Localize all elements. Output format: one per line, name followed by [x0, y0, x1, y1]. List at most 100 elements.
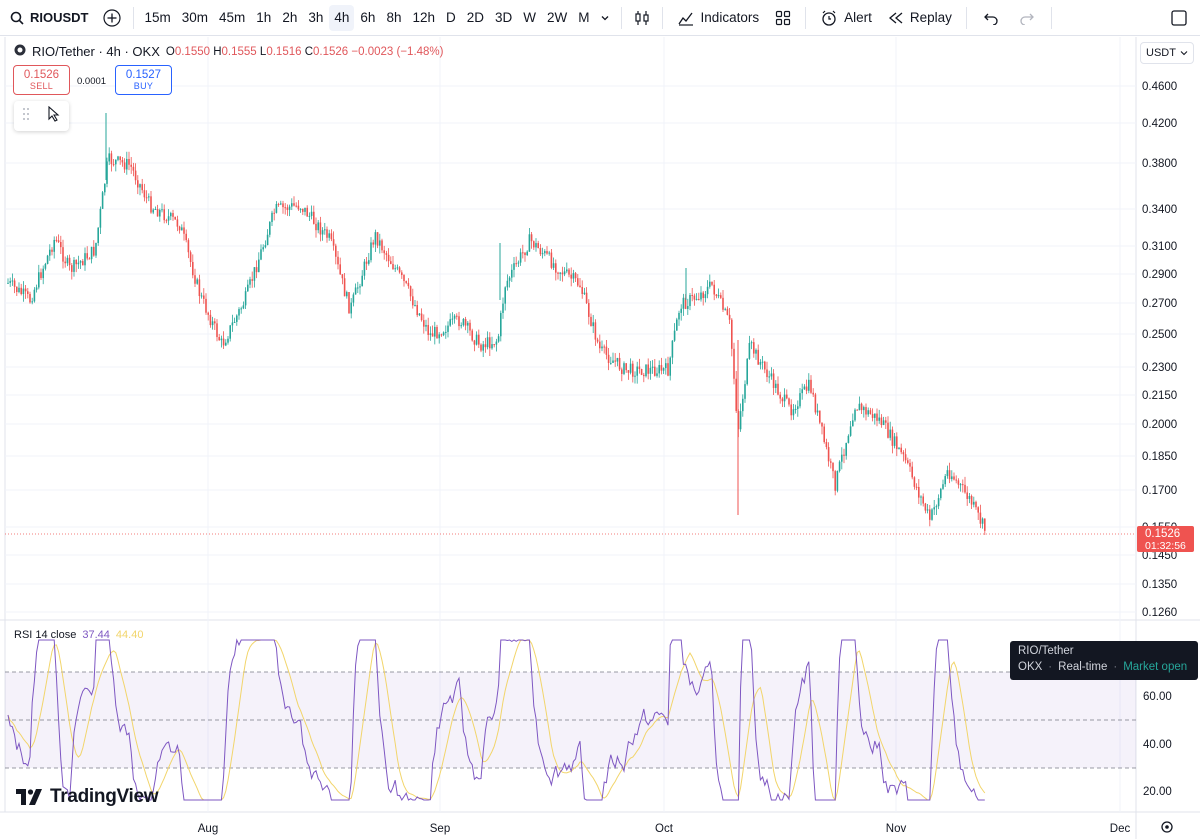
candle-body [819, 410, 821, 423]
candle-body [451, 318, 454, 320]
candle-body [812, 392, 814, 395]
candle-body [739, 411, 742, 430]
redo-icon[interactable] [1009, 5, 1045, 31]
buy-button[interactable]: 0.1527 BUY [115, 65, 172, 95]
candle-body [682, 297, 685, 309]
replay-button[interactable]: Replay [880, 5, 960, 31]
candle-body [84, 253, 86, 266]
candle-body [691, 295, 693, 297]
candle-body [143, 190, 146, 198]
interval-45m[interactable]: 45m [219, 10, 246, 25]
symbol-title[interactable]: RIO/Tether · 4h · OKX [32, 44, 160, 59]
candle-body [761, 361, 764, 363]
candle-body [291, 203, 293, 207]
candle-body [946, 470, 949, 477]
candle-body [229, 325, 231, 339]
candle-body [555, 263, 557, 273]
interval-15m[interactable]: 15m [144, 10, 171, 25]
high-value: 0.1555 [221, 45, 257, 58]
layouts-grid-icon[interactable] [767, 5, 799, 31]
interval-6h[interactable]: 6h [360, 10, 376, 25]
candle-body [722, 297, 724, 310]
symbol-text[interactable]: RIOUSDT [30, 10, 89, 25]
price-axis-label: 0.1260 [1142, 607, 1177, 619]
candle-body [621, 369, 623, 374]
chart-canvas[interactable]: 0.4600 0.4200 0.3800 0.3400 0.3100 0.2900 0.27… [0, 37, 1200, 839]
candle-body [286, 207, 289, 210]
interval-2h[interactable]: 2h [282, 10, 298, 25]
interval-2D[interactable]: 2D [466, 10, 485, 25]
candle-body [104, 183, 106, 193]
candle-body [629, 363, 632, 373]
candle-body [398, 267, 401, 273]
candle-body [359, 286, 361, 288]
candle-body [40, 272, 42, 279]
interval-3h[interactable]: 3h [308, 10, 324, 25]
tooltip-status: Market open [1123, 661, 1188, 673]
candle-body [607, 354, 610, 363]
sell-button[interactable]: 0.1526 SELL [13, 65, 70, 95]
symbol-search[interactable]: RIOUSDT [0, 0, 97, 36]
interval-4h[interactable]: 4h [329, 4, 355, 31]
candle-body [478, 334, 480, 345]
add-symbol-button[interactable] [97, 5, 127, 31]
candle-body [73, 259, 75, 272]
candle-body [801, 389, 803, 394]
interval-30m[interactable]: 30m [181, 10, 209, 25]
candle-body [918, 486, 920, 498]
candle-body [777, 383, 779, 395]
candle-body [416, 305, 418, 316]
cursor-arrow-icon[interactable] [47, 105, 61, 127]
candle-body [108, 153, 110, 162]
candle-body [9, 281, 11, 283]
candle-body [827, 447, 830, 462]
candle-body [557, 272, 559, 274]
candle-body [123, 162, 126, 170]
candle-body [647, 364, 649, 374]
candle-body [299, 208, 302, 210]
candle-body [805, 386, 808, 391]
chart-area[interactable]: 0.4600 0.4200 0.3800 0.3400 0.3100 0.2900 0.27… [0, 37, 1200, 839]
currency-selector[interactable]: USDT [1140, 42, 1194, 64]
settings-gear-icon[interactable] [1161, 821, 1173, 833]
interval-M[interactable]: M [578, 10, 590, 25]
interval-1h[interactable]: 1h [256, 10, 272, 25]
candle-body [746, 358, 748, 385]
interval-2W[interactable]: 2W [547, 10, 568, 25]
chart-type-candles-icon[interactable] [628, 5, 656, 31]
candle-body [148, 196, 150, 198]
interval-D[interactable]: D [446, 10, 456, 25]
interval-dropdown-chevron-icon[interactable] [595, 5, 615, 31]
candle-body [779, 394, 781, 399]
drag-handle-icon[interactable] [22, 107, 30, 126]
tradingview-logo[interactable]: TradingView [16, 786, 159, 808]
interval-W[interactable]: W [523, 10, 537, 25]
candle-body [695, 298, 698, 300]
candle-body [953, 476, 955, 480]
interval-3D[interactable]: 3D [495, 10, 513, 25]
candle-body [893, 436, 896, 446]
candle-body [475, 334, 478, 345]
interval-8h[interactable]: 8h [386, 10, 402, 25]
candle-body [29, 293, 31, 303]
rsi-label[interactable]: RSI 14 close [14, 629, 77, 641]
interval-12h[interactable]: 12h [412, 10, 436, 25]
candle-body [929, 509, 931, 520]
candle-body [748, 342, 751, 359]
alert-button[interactable]: Alert [812, 5, 880, 31]
candle-body [574, 273, 577, 279]
candle-body [687, 306, 689, 309]
candle-body [332, 239, 335, 246]
candle-body [207, 312, 209, 315]
fullscreen-square-icon[interactable] [1165, 5, 1193, 31]
candle-body [192, 261, 194, 276]
candle-body [117, 156, 119, 160]
candle-body [786, 394, 788, 399]
candle-body [115, 159, 117, 165]
undo-icon[interactable] [973, 5, 1009, 31]
indicators-button[interactable]: Indicators [669, 5, 768, 31]
candle-body [181, 227, 183, 231]
candle-body [937, 498, 940, 507]
candle-body [275, 203, 278, 213]
candle-body [491, 344, 493, 349]
